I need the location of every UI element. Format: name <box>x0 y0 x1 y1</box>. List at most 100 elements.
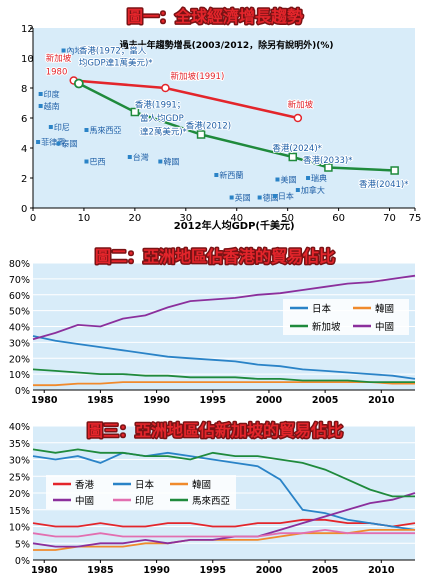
chart1-point <box>288 152 298 162</box>
chart1-country-label: 巴西 <box>89 158 105 167</box>
chart1-y-tick-label: 12 <box>21 24 34 35</box>
chart1-country-dot <box>84 128 89 132</box>
chart3-y-tick-label: 15% <box>9 506 30 517</box>
chart2-y-tick-label: 80% <box>9 259 30 270</box>
chart1-annotation: 香港(1972；當人 <box>79 46 147 57</box>
chart1-point <box>130 107 140 117</box>
chart1-y-tick-label: 0 <box>21 204 27 215</box>
chart1-annotation: 香港(2041)* <box>359 179 409 190</box>
chart1-country-dot <box>257 195 262 200</box>
chart1-annotation: 1980 <box>46 68 68 78</box>
chart1-y-tick-label: 10 <box>21 54 34 65</box>
chart1-country-label: 瑞典 <box>311 173 327 183</box>
chart3-legend-label: 中國 <box>75 495 94 507</box>
chart2-x-tick-label: 1990 <box>143 395 170 406</box>
chart3-series-line <box>32 448 415 498</box>
chart2-y-tick-label: 60% <box>9 291 30 302</box>
chart1-x-tick-label: 0 <box>30 213 36 224</box>
chart3-legend-label: 韓國 <box>192 480 211 491</box>
chart2-y-tick-label: 40% <box>9 323 30 334</box>
chart1-country-dot <box>272 194 277 198</box>
chart1-country-dot <box>229 195 234 200</box>
chart1-country-label: 新西蘭 <box>219 170 243 180</box>
chart3-x-tick-label: 1995 <box>200 565 226 575</box>
chart1-country-label: 英國 <box>235 193 251 203</box>
chart2-x-tick-label: 2005 <box>312 395 338 406</box>
chart2-x-tick-label: 1980 <box>31 395 58 406</box>
chart1-annotation: 達2萬美元)* <box>140 127 187 138</box>
chart1-y-tick-label: 8 <box>21 84 27 95</box>
chart3-x-tick-label: 1980 <box>31 565 58 575</box>
chart1-x-tick-label: 40 <box>230 213 243 224</box>
chart1-annotation: 新加坡 <box>46 53 72 64</box>
chart1-country-dot <box>127 155 132 159</box>
chart2-y-tick-label: 10% <box>9 370 30 381</box>
chart1-series-line <box>78 82 395 172</box>
chart1-country-label: 印尼 <box>54 123 70 132</box>
chart1-country-dot <box>48 125 53 129</box>
chart1-annotation: 香港(2033)* <box>303 155 353 166</box>
chart3-series-line <box>32 518 416 528</box>
chart1-point <box>196 130 206 139</box>
chart1-x-tick-label: 30 <box>179 213 192 224</box>
chart3-y-tick-label: 20% <box>9 489 30 500</box>
chart2-legend-label: 韓國 <box>375 304 394 315</box>
chart1-annotation: 香港(2012) <box>186 121 231 132</box>
chart1-country-dot <box>306 176 311 180</box>
chart1-country-label: 印度 <box>44 89 60 99</box>
chart3-x-tick-label: 2005 <box>312 565 338 575</box>
chart1-point <box>293 113 303 123</box>
chart1-country-dot <box>38 104 43 108</box>
chart3-x-tick-label: 1990 <box>143 565 170 575</box>
chart1-country-label: 加拿大 <box>301 185 325 195</box>
chart3-title: 圖三：亞洲地區佔新加坡的貿易佔比 <box>87 421 343 440</box>
chart2-legend-label: 日本 <box>312 303 332 315</box>
chart1-y-tick-label: 6 <box>21 114 27 125</box>
chart2-y-tick-label: 50% <box>9 307 30 318</box>
chart1-title: 圖一：全球經濟增長趨勢 <box>127 7 303 26</box>
chart2-legend-label: 新加坡 <box>312 321 341 333</box>
chart2-x-tick-label: 1995 <box>200 395 226 406</box>
chart2-series-line <box>32 274 416 341</box>
chart1-country-label: 台灣 <box>133 152 149 162</box>
chart1-country-dot <box>295 188 300 192</box>
chart1-x-tick-label: 10 <box>78 213 91 224</box>
chart1-point <box>324 163 333 172</box>
chart2-y-tick-label: 0% <box>15 386 30 397</box>
chart2-legend-label: 中國 <box>375 321 394 333</box>
chart1-country-label: 越南 <box>44 101 60 111</box>
chart1-annotation: 均GDP達1萬美元)* <box>79 58 153 69</box>
chart3-series-line <box>32 528 415 538</box>
chart1-annotation: 當人均GDP <box>140 113 184 124</box>
chart2-series-line <box>32 335 416 380</box>
chart3-x-tick-label: 1985 <box>87 565 113 575</box>
chart2-series-line <box>32 368 415 383</box>
chart3-series-line <box>32 451 416 531</box>
chart1-subtitle: 過去十年趨勢增長(2003/2012，除另有說明外)(%) <box>119 39 334 51</box>
chart2-x-tick-label: 2010 <box>368 395 395 406</box>
chart3-y-tick-label: 30% <box>9 456 30 467</box>
chart1-country-label: 德國 <box>263 193 279 203</box>
chart1-x-tick-label: 20 <box>128 213 141 224</box>
chart2-legend-box <box>283 299 409 335</box>
chart1-y-tick-label: 2 <box>21 174 27 185</box>
chart3-legend-label: 印尼 <box>135 495 154 507</box>
chart3-y-tick-label: 25% <box>9 472 30 483</box>
chart3-y-tick-label: 5% <box>15 539 30 550</box>
chart1-country-label: 內地 <box>67 46 83 56</box>
chart2-x-tick-label: 2000 <box>256 395 283 406</box>
chart1-country-dot <box>38 92 43 96</box>
chart1-country-dot <box>275 177 280 182</box>
chart1-x-tick-label: 70 <box>383 213 396 224</box>
chart1-country-label: 日本 <box>278 191 294 201</box>
chart3-x-tick-label: 2000 <box>256 565 283 575</box>
chart1-y-tick-label: 4 <box>21 144 27 155</box>
chart3-series-line <box>32 492 416 548</box>
chart2-title: 圖二：亞洲地區佔香港的貿易佔比 <box>95 247 335 266</box>
chart3-legend-label: 香港 <box>75 479 95 491</box>
chart3-legend-label: 馬來西亞 <box>192 496 231 507</box>
chart1-country-dot <box>61 48 66 53</box>
chart1-country-label: 泰國 <box>61 139 77 149</box>
